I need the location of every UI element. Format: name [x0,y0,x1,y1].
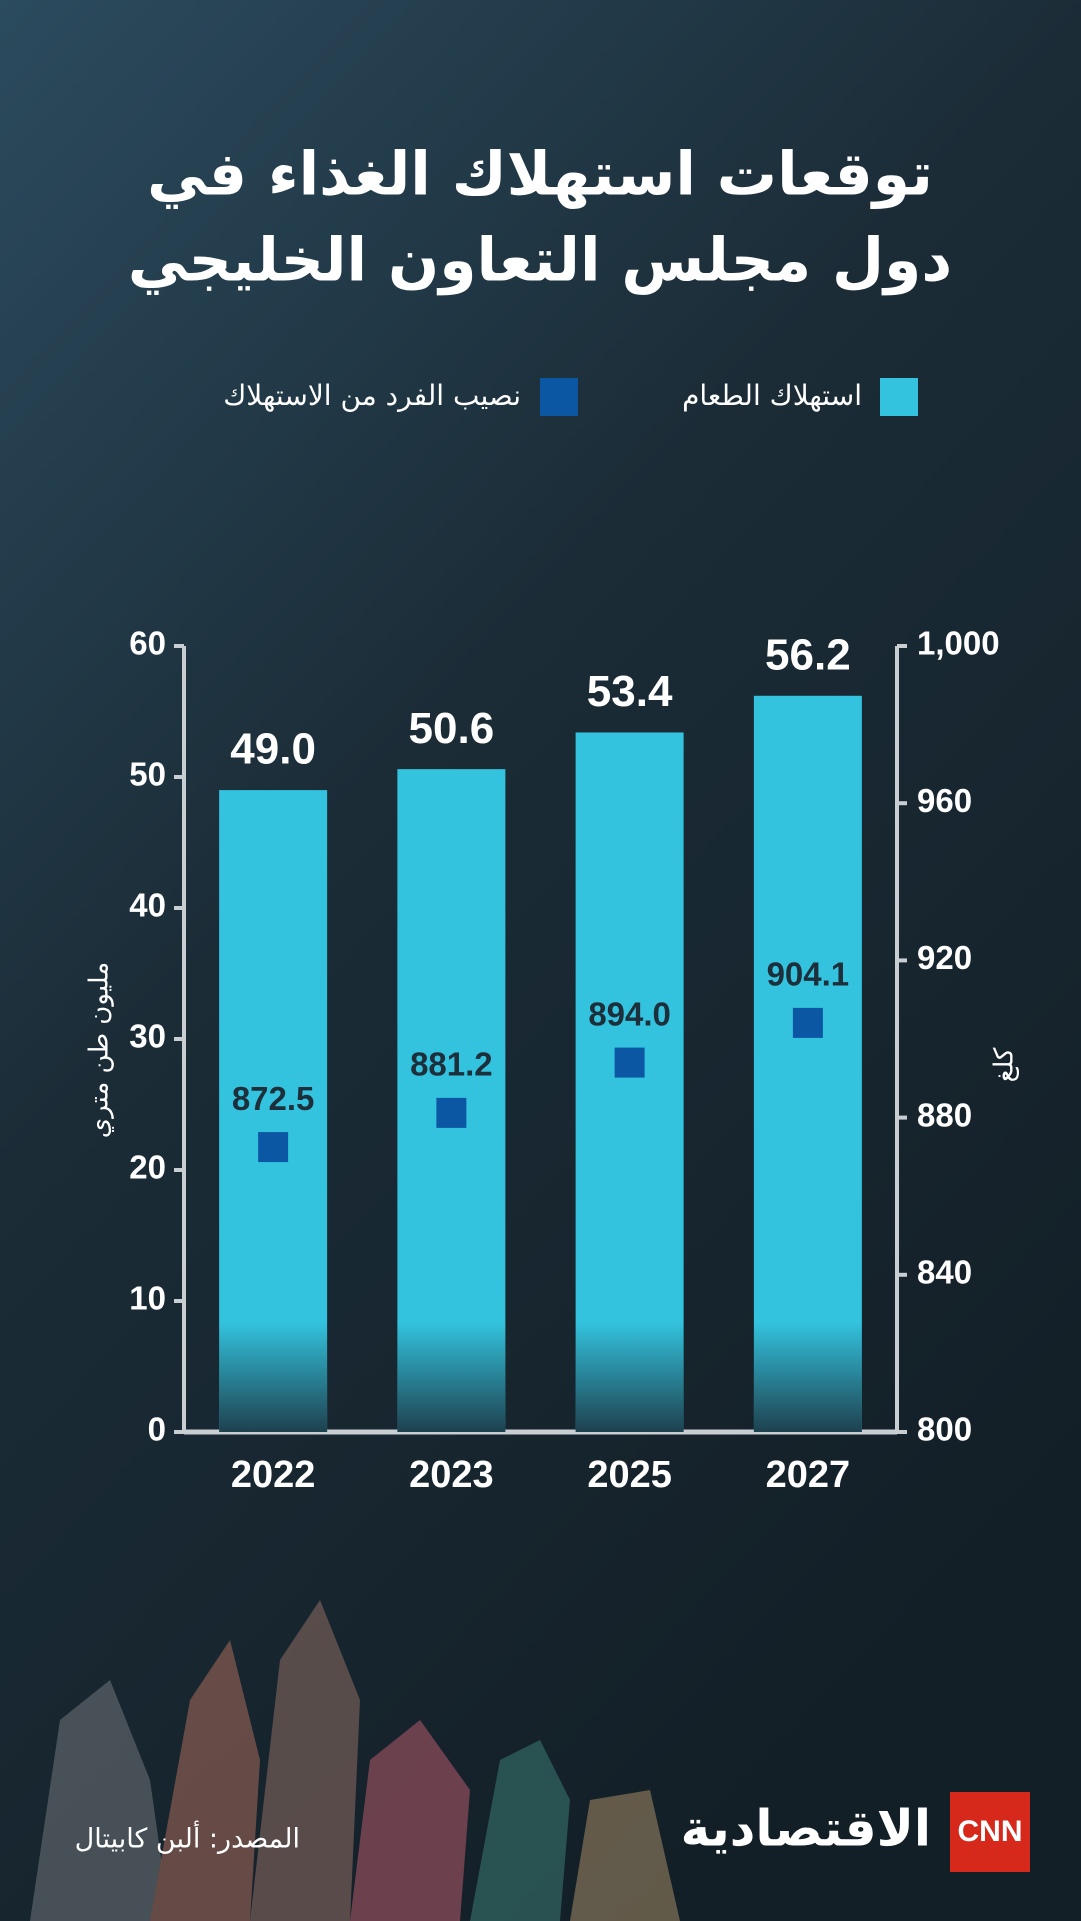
legend-label: نصيب الفرد من الاستهلاك [223,379,521,412]
y2-tick-label: 840 [917,1254,972,1291]
bar-shade [219,1322,328,1432]
y-tick-label: 10 [129,1280,166,1317]
bar [575,732,684,1432]
logo: CNN [958,1815,1023,1848]
value-label: 872.5 [232,1080,315,1117]
y2-tick-label: 960 [917,782,972,819]
y-tick-label: 30 [129,1018,166,1055]
source: المصدر: ألبن كابيتال [75,1820,300,1855]
y2-tick-label: 1,000 [917,625,1000,662]
x-tick-label: 2025 [587,1454,672,1496]
chart-title: دول مجلس التعاون الخليجي [128,226,952,296]
value-label: 894.0 [588,995,671,1032]
legend-label: استهلاك الطعام [682,379,862,412]
legend-swatch [540,378,578,416]
bar-shade [397,1322,506,1432]
y2-tick-label: 920 [917,939,972,976]
y-tick-label: 0 [148,1411,166,1448]
decoration [30,1600,680,1921]
point [614,1047,645,1078]
logo-box [950,1792,1030,1872]
point [258,1132,289,1163]
value-label: 881.2 [410,1046,493,1083]
x-tick-label: 2023 [409,1454,494,1496]
value-label: 49.0 [230,725,316,774]
bar [753,695,862,1432]
y2-axis-title: كلغ [990,1047,1020,1082]
bar-shade [753,1322,862,1432]
y2-tick-label: 800 [917,1411,972,1448]
y-tick-label: 20 [129,1149,166,1186]
bar-shade [575,1322,684,1432]
x-tick-label: 2027 [766,1454,851,1496]
y2-tick-label: 880 [917,1096,972,1133]
y-tick-label: 40 [129,887,166,924]
value-label: 53.4 [587,667,673,716]
point [436,1097,467,1128]
y-tick-label: 60 [129,625,166,662]
y-tick-label: 50 [129,756,166,793]
logo-text: الاقتصادية [681,1800,931,1858]
point [792,1007,823,1038]
legend-swatch [880,378,918,416]
chart-title: توقعات استهلاك الغذاء في [147,140,933,210]
y-axis-title: مليون طن متري [85,962,115,1138]
x-tick-label: 2022 [231,1454,316,1496]
value-label: 56.2 [765,630,851,679]
value-label: 50.6 [409,704,495,753]
value-label: 904.1 [767,956,850,993]
